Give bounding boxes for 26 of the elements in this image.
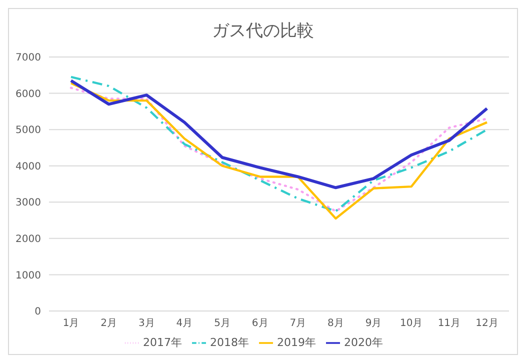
x-tick-label: 8月	[328, 318, 344, 330]
y-tick-label: 7000	[16, 52, 41, 64]
x-tick-label: 12月	[476, 318, 498, 330]
y-tick-label: 5000	[16, 125, 41, 136]
y-tick-label: 3000	[16, 198, 41, 209]
x-tick-label: 9月	[365, 318, 382, 330]
x-tick-label: 3月	[138, 318, 155, 330]
legend-label: 2020年	[344, 336, 383, 349]
x-tick-label: 5月	[214, 318, 230, 330]
legend-label: 2019年	[277, 336, 316, 349]
y-tick-label: 4000	[16, 161, 41, 172]
x-tick-label: 4月	[176, 318, 193, 330]
x-tick-label: 7月	[290, 318, 306, 330]
legend-label: 2017年	[143, 336, 182, 349]
y-tick-label: 2000	[16, 234, 41, 245]
x-tick-label: 6月	[252, 318, 268, 330]
x-tick-label: 2月	[100, 318, 118, 330]
x-tick-label: 10月	[400, 318, 423, 330]
line-series	[70, 79, 488, 190]
x-tick-label: 11月	[438, 318, 461, 330]
legend-label: 2018年	[210, 336, 249, 349]
chart-title: ガス代の比較	[211, 20, 315, 43]
x-tick-label: 1月	[62, 318, 80, 330]
y-tick-label: 0	[34, 306, 41, 318]
y-tick-label: 1000	[16, 270, 41, 282]
y-tick-label: 6000	[16, 88, 41, 100]
